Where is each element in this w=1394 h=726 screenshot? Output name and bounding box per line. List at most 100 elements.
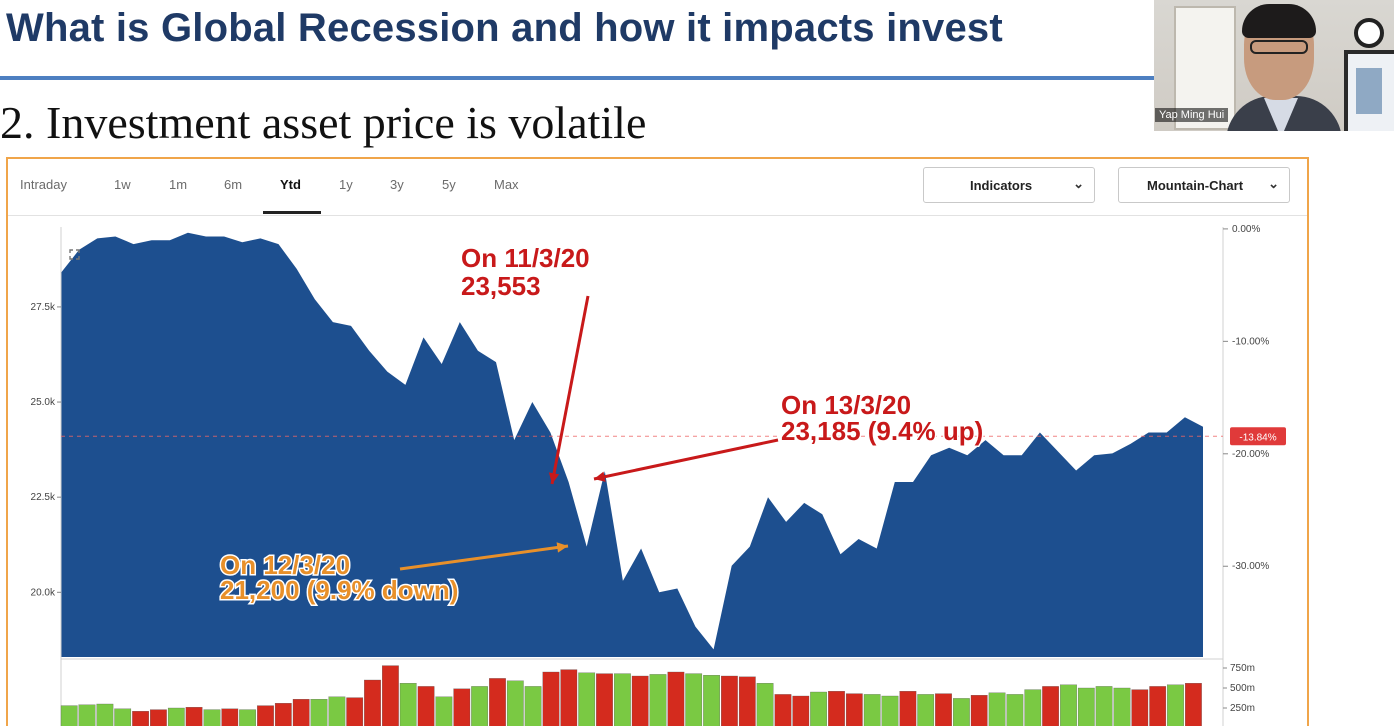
participant-name: Yap Ming Hui xyxy=(1155,108,1229,122)
current-change-badge xyxy=(1230,427,1286,446)
volume-bar xyxy=(1042,686,1059,726)
volume-bar xyxy=(221,708,239,726)
volume-bar xyxy=(1024,689,1042,726)
arrow-12-3 xyxy=(399,544,569,571)
volume-bar xyxy=(471,686,488,726)
indicators-label: Indicators xyxy=(970,178,1033,193)
volume-bar xyxy=(596,673,613,726)
annotation-text: On 13/3/20 xyxy=(781,390,911,420)
volume-bar xyxy=(845,693,863,726)
slide-title: What is Global Recession and how it impa… xyxy=(6,6,1003,50)
chart-type-label: Mountain-Chart xyxy=(1147,178,1244,193)
right-axis-tick-label: -10.00% xyxy=(1232,336,1269,347)
tab-1w[interactable]: 1w xyxy=(114,177,131,192)
volume-bars: 750m 500m 250m xyxy=(60,663,1255,726)
volume-bar xyxy=(435,696,453,726)
wall-clock-icon xyxy=(1354,18,1384,48)
volume-bar xyxy=(649,674,667,726)
volume-bar xyxy=(60,705,78,726)
volume-bar xyxy=(935,693,952,726)
tab-5y[interactable]: 5y xyxy=(442,177,456,192)
volume-bar xyxy=(96,703,114,726)
volume-bar xyxy=(703,675,720,726)
price-area xyxy=(61,232,1203,657)
indicators-dropdown[interactable]: Indicators ⌄ xyxy=(923,167,1095,203)
tab-1y[interactable]: 1y xyxy=(339,177,353,192)
volume-bar xyxy=(1006,694,1024,726)
volume-bar xyxy=(863,694,881,726)
tab-max[interactable]: Max xyxy=(494,177,519,192)
current-price-line: -13.84% xyxy=(61,427,1286,446)
volume-bar xyxy=(132,711,149,726)
tab-6m[interactable]: 6m xyxy=(224,177,243,192)
volume-bar xyxy=(970,695,988,726)
volume-bar xyxy=(721,675,738,726)
volume-bar xyxy=(453,688,471,726)
volume-bar xyxy=(1113,687,1131,726)
volume-bar xyxy=(953,698,970,726)
volume-bar xyxy=(167,707,185,726)
volume-bar xyxy=(274,703,292,726)
range-tabbar: Intraday 1w 1m 6m Ytd 1y 3y 5y Max Indic… xyxy=(8,159,1307,216)
annotation-text: On 12/3/20 xyxy=(220,550,350,580)
volume-bar xyxy=(328,696,346,726)
volume-bar xyxy=(614,673,631,726)
expand-icon[interactable] xyxy=(69,249,80,260)
webcam-video: Yap Ming Hui xyxy=(1154,0,1394,131)
price-chart[interactable]: 27.5k 25.0k 22.5k 20.0k 0.00% -10.00% -20.00% -… xyxy=(8,159,1307,726)
volume-bar xyxy=(489,678,506,726)
title-divider xyxy=(0,76,1160,80)
slide-subtitle: 2. Investment asset price is volatile xyxy=(0,97,647,148)
expand-icon-corner xyxy=(76,256,80,260)
volume-bar xyxy=(78,704,96,726)
volume-bar xyxy=(899,691,917,726)
volume-bar xyxy=(506,680,524,726)
volume-bar xyxy=(346,697,364,726)
volume-bar xyxy=(382,665,399,726)
left-axis-tick-label: 25.0k xyxy=(31,397,56,408)
arrow-11-3-head xyxy=(548,472,560,484)
tab-3y[interactable]: 3y xyxy=(390,177,404,192)
volume-bar xyxy=(239,709,256,726)
volume-bar xyxy=(560,669,578,726)
volume-bar xyxy=(756,683,774,726)
volume-bar xyxy=(417,686,435,726)
volume-bar xyxy=(1077,687,1095,726)
volume-bar xyxy=(631,675,649,726)
volume-bar xyxy=(364,679,381,726)
tab-intraday[interactable]: Intraday xyxy=(20,177,67,192)
volume-bar xyxy=(578,672,596,726)
volume-bar xyxy=(185,707,203,726)
volume-axis-tick-label: 750m xyxy=(1230,663,1255,674)
volume-bar xyxy=(150,709,167,726)
arrow-13-3 xyxy=(593,438,779,481)
volume-bar xyxy=(917,694,935,726)
presenter-glasses xyxy=(1250,40,1308,54)
volume-bar xyxy=(114,708,132,726)
annotation-text: 21,200 (9.9% down) xyxy=(220,575,458,605)
volume-bar xyxy=(828,691,845,726)
volume-bar xyxy=(810,691,827,726)
volume-bar xyxy=(738,676,756,726)
volume-bar xyxy=(399,683,417,726)
volume-bar xyxy=(1167,684,1184,726)
volume-bar xyxy=(542,671,560,726)
current-change-label: -13.84% xyxy=(1239,432,1276,443)
arrow-12-3-head xyxy=(556,542,568,553)
volume-bar xyxy=(1185,683,1202,726)
expand-icon-corner xyxy=(76,249,80,253)
presenter-hair xyxy=(1242,4,1316,38)
annotation-text: 23,185 (9.4% up) xyxy=(781,416,983,446)
right-axis-tick-label: 0.00% xyxy=(1232,224,1260,235)
tab-ytd[interactable]: Ytd xyxy=(280,177,301,192)
volume-bar xyxy=(1060,684,1077,726)
tab-1m[interactable]: 1m xyxy=(169,177,188,192)
volume-bar xyxy=(292,699,310,726)
volume-bar xyxy=(792,695,810,726)
annotation-text: 23,553 xyxy=(461,271,541,301)
volume-bar xyxy=(1131,689,1149,726)
arrow-13-3-head xyxy=(594,471,606,482)
volume-axis-tick-label: 250m xyxy=(1230,703,1255,714)
volume-bar xyxy=(1095,686,1113,726)
chart-type-dropdown[interactable]: Mountain-Chart ⌄ xyxy=(1118,167,1290,203)
